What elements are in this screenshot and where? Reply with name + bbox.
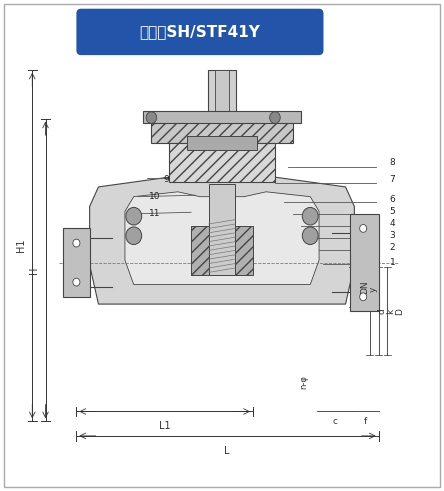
Text: 8: 8: [390, 158, 396, 167]
Bar: [209, 185, 235, 275]
Circle shape: [73, 278, 80, 286]
Text: c: c: [332, 417, 337, 426]
Bar: [143, 111, 301, 123]
Text: 1: 1: [390, 258, 396, 267]
Circle shape: [270, 112, 280, 123]
Text: 7: 7: [390, 175, 396, 184]
FancyBboxPatch shape: [76, 9, 324, 55]
Circle shape: [302, 227, 318, 245]
Text: 2: 2: [390, 244, 395, 252]
Text: 11: 11: [149, 209, 160, 218]
Text: 10: 10: [149, 192, 160, 201]
Text: L: L: [224, 445, 229, 456]
Text: f: f: [364, 417, 367, 426]
Text: 4: 4: [390, 219, 395, 228]
Text: d: d: [378, 308, 387, 314]
Bar: [191, 226, 209, 275]
Bar: [63, 228, 90, 297]
Text: 型号：SH/STF41Y: 型号：SH/STF41Y: [139, 24, 260, 39]
Text: L1: L1: [159, 421, 170, 431]
Circle shape: [360, 224, 367, 232]
Text: 9: 9: [163, 175, 169, 184]
Bar: [235, 226, 253, 275]
Text: n-φ: n-φ: [299, 375, 308, 389]
Text: H1: H1: [16, 239, 26, 252]
Circle shape: [146, 112, 157, 123]
Text: k: k: [387, 309, 396, 314]
Circle shape: [126, 207, 142, 225]
Bar: [208, 70, 236, 133]
Bar: [151, 118, 293, 143]
Bar: [215, 70, 229, 163]
Polygon shape: [90, 177, 354, 304]
Circle shape: [302, 207, 318, 225]
Bar: [169, 143, 275, 182]
Text: DN: DN: [360, 280, 369, 294]
Circle shape: [73, 239, 80, 247]
Text: H: H: [29, 266, 40, 273]
Text: 6: 6: [390, 194, 396, 204]
Circle shape: [360, 293, 367, 300]
Text: y: y: [369, 287, 378, 292]
Polygon shape: [125, 192, 319, 285]
Bar: [187, 136, 257, 150]
Text: 3: 3: [390, 231, 396, 240]
Text: 5: 5: [390, 207, 396, 216]
Circle shape: [126, 227, 142, 245]
Bar: [350, 214, 379, 311]
Text: D: D: [396, 308, 404, 315]
